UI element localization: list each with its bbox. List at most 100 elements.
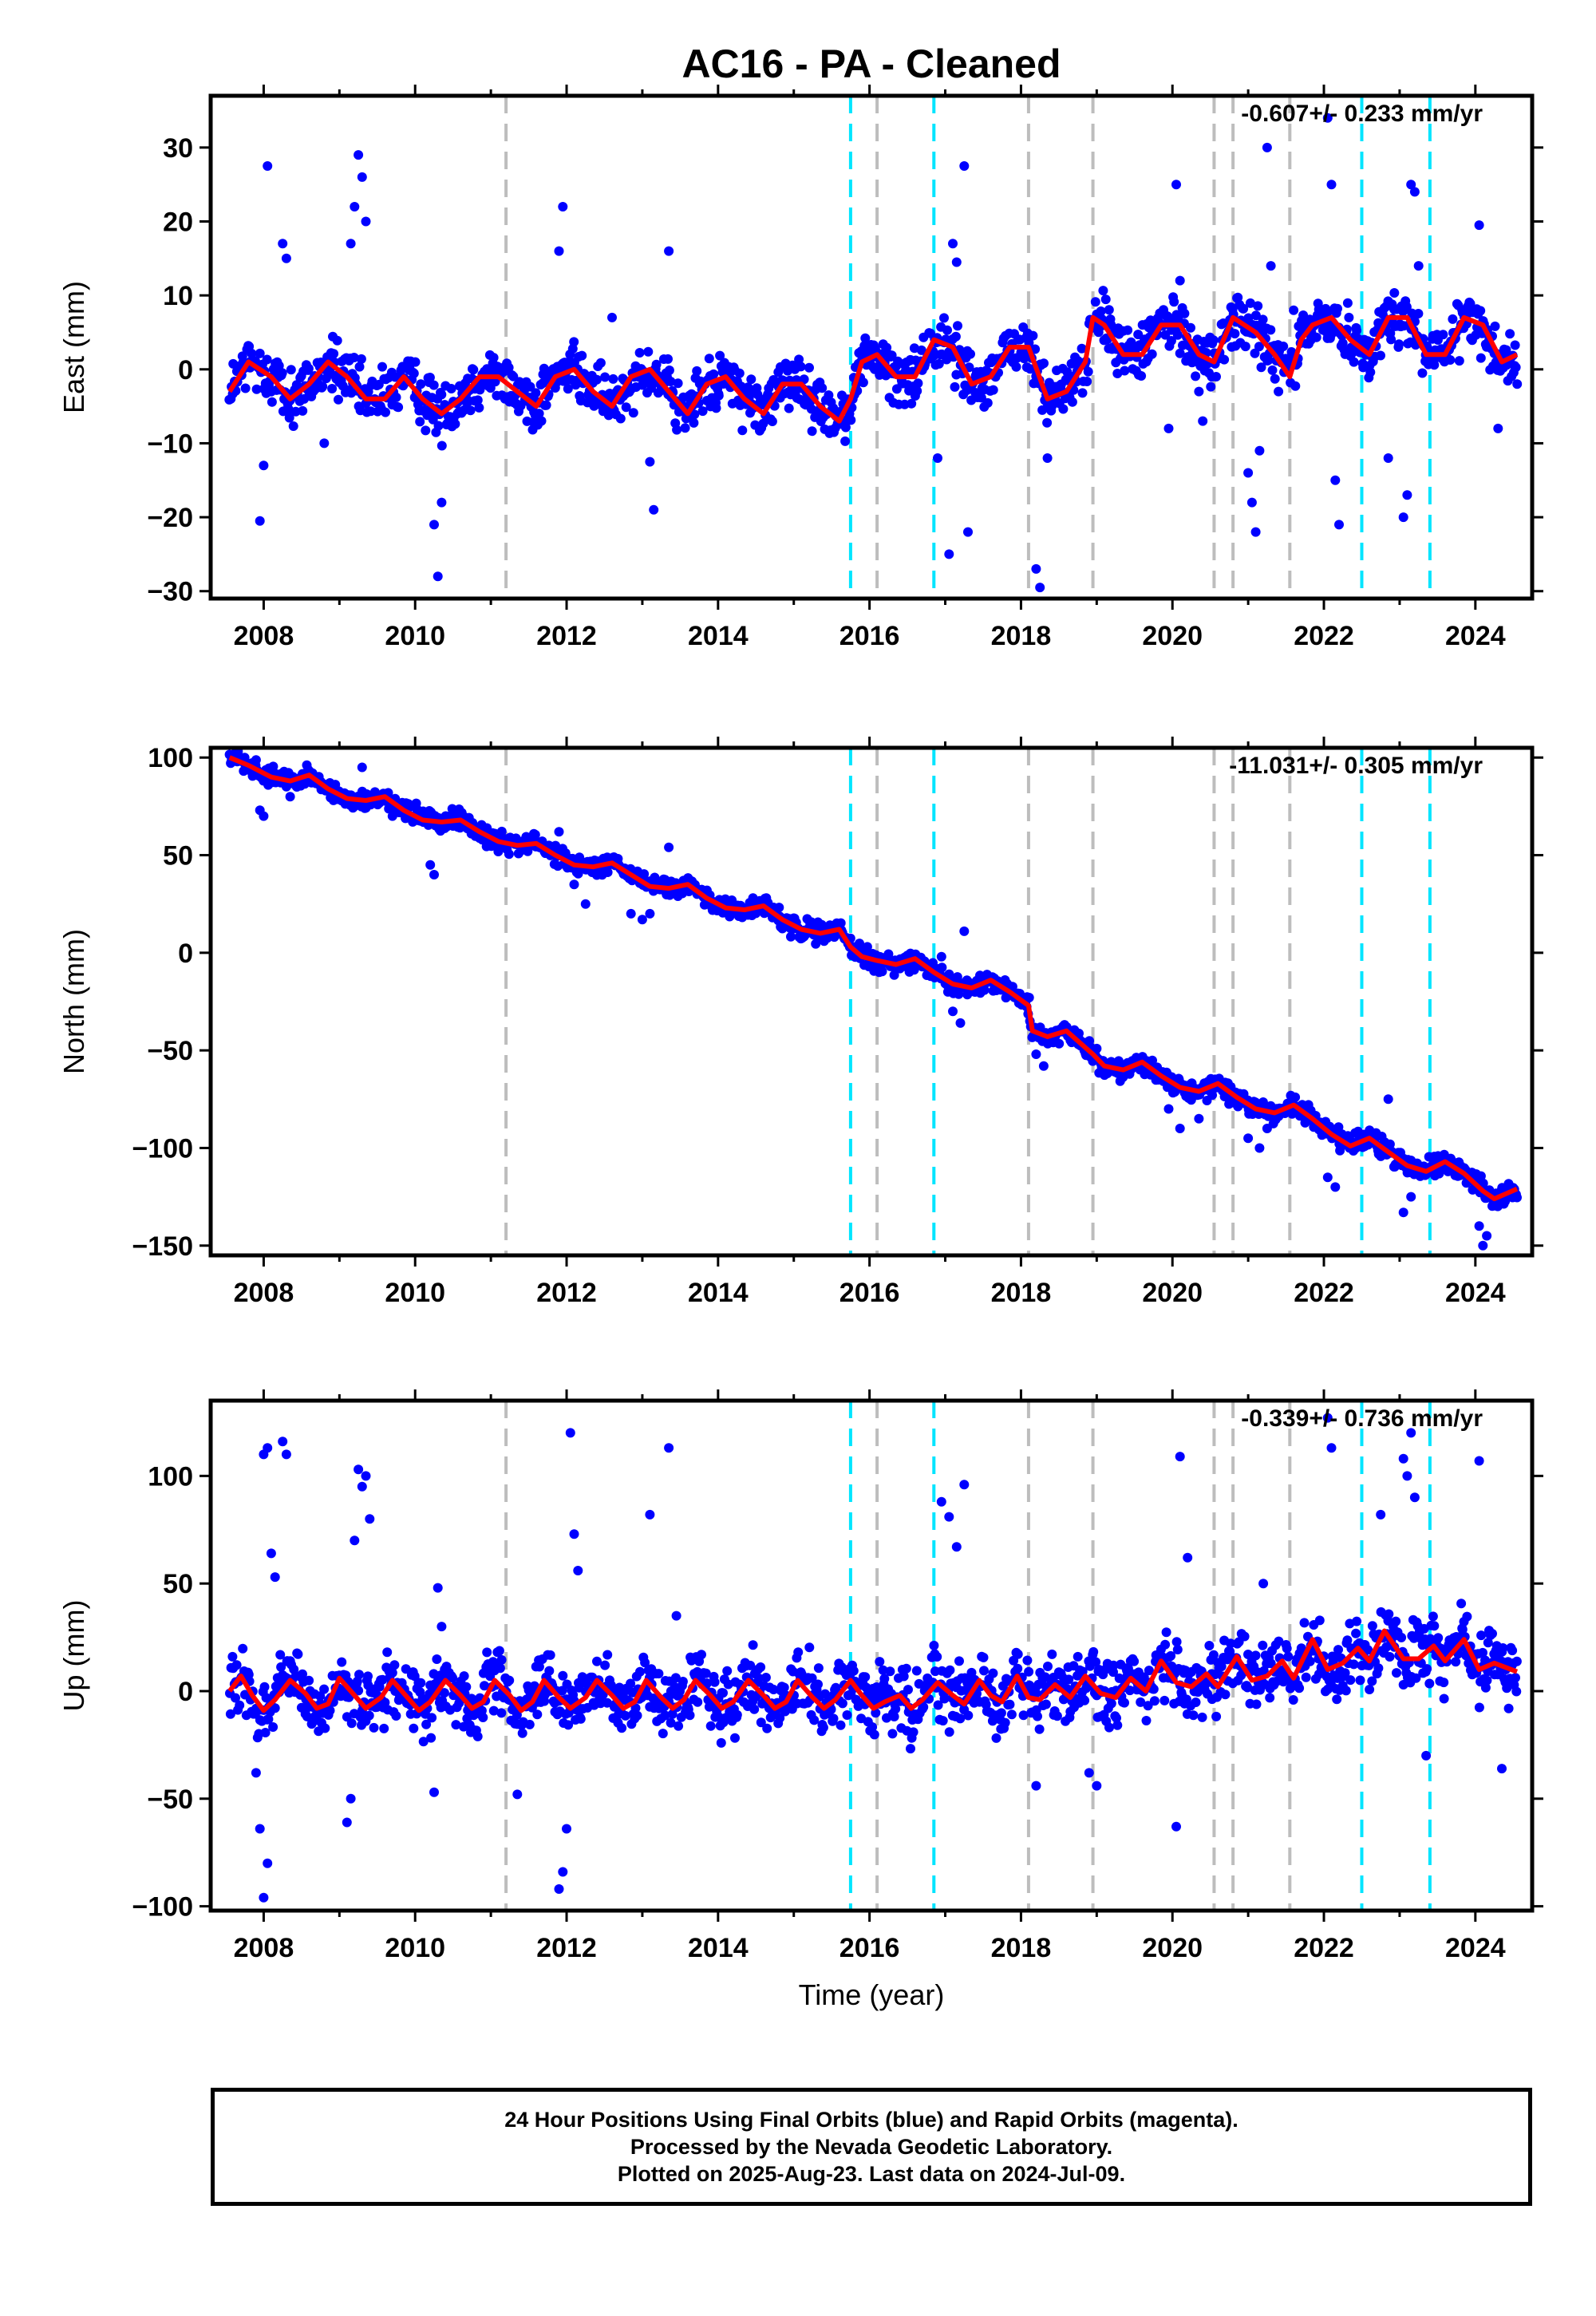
- data-point: [354, 150, 364, 160]
- data-point: [748, 1640, 758, 1650]
- data-point: [862, 942, 872, 952]
- data-point: [1497, 1764, 1507, 1774]
- data-point: [1439, 1694, 1449, 1704]
- data-point: [813, 1679, 823, 1690]
- data-point: [1160, 1639, 1171, 1650]
- data-point: [1243, 1650, 1253, 1659]
- data-point: [591, 374, 602, 385]
- data-point: [1242, 1682, 1253, 1693]
- data-point: [1141, 1716, 1152, 1725]
- data-point: [1456, 1599, 1467, 1609]
- data-point: [1342, 298, 1353, 308]
- data-point: [1042, 453, 1053, 463]
- data-point: [929, 1640, 939, 1650]
- data-point: [953, 321, 962, 331]
- data-point: [1243, 1133, 1254, 1144]
- data-point: [1188, 1710, 1199, 1721]
- data-point: [1409, 1492, 1420, 1503]
- data-point: [697, 406, 708, 417]
- data-point: [1169, 297, 1179, 307]
- data-point: [1507, 1646, 1518, 1656]
- y-tick-label: 30: [163, 133, 193, 164]
- data-point: [1186, 322, 1195, 333]
- data-point: [251, 384, 262, 394]
- data-point: [1088, 1646, 1099, 1657]
- data-point: [1322, 1413, 1333, 1423]
- data-point: [259, 811, 269, 821]
- data-point: [401, 1664, 411, 1674]
- data-point: [573, 1566, 583, 1575]
- data-point: [418, 1737, 429, 1747]
- data-point: [645, 1509, 655, 1520]
- panel-east: 2008 2010 2012 2014 2016 2018 2020 2022 2024−30−…: [57, 85, 1543, 651]
- data-point: [607, 312, 617, 322]
- data-point: [524, 1719, 535, 1729]
- data-point: [437, 389, 447, 400]
- data-point: [1006, 1709, 1017, 1720]
- data-point: [1373, 1663, 1384, 1674]
- data-point: [951, 257, 962, 267]
- data-point: [391, 1711, 401, 1721]
- data-point: [1104, 305, 1114, 315]
- data-point: [786, 931, 796, 942]
- x-tick-label: 2010: [385, 621, 445, 651]
- data-point: [437, 441, 447, 451]
- data-point: [354, 1686, 364, 1696]
- data-point: [255, 348, 265, 358]
- data-point: [1256, 362, 1266, 373]
- data-point: [437, 1622, 447, 1632]
- data-point: [1266, 261, 1276, 271]
- data-point: [286, 365, 296, 375]
- data-point: [1389, 288, 1400, 298]
- data-point: [938, 1716, 948, 1726]
- data-point: [936, 1496, 946, 1507]
- data-point: [649, 504, 659, 515]
- data-point: [446, 384, 456, 393]
- data-point: [664, 366, 674, 375]
- data-point: [329, 349, 339, 359]
- data-point: [775, 1713, 785, 1723]
- data-point: [858, 377, 868, 388]
- data-point: [767, 417, 777, 426]
- data-point: [1161, 1627, 1171, 1638]
- data-point: [891, 1704, 901, 1714]
- x-tick-label: 2014: [688, 1278, 749, 1308]
- data-point: [768, 1685, 779, 1694]
- data-point: [1289, 305, 1299, 315]
- data-point: [730, 1733, 740, 1743]
- data-point: [361, 216, 371, 227]
- data-point: [1104, 1722, 1114, 1733]
- data-point: [263, 161, 273, 171]
- data-point: [718, 1688, 728, 1698]
- data-point: [936, 951, 946, 962]
- data-point: [626, 908, 636, 919]
- data-point: [1194, 386, 1204, 397]
- data-point: [1258, 314, 1268, 325]
- data-point: [1191, 1697, 1201, 1707]
- data-point: [1406, 1192, 1416, 1202]
- data-point: [1211, 1711, 1222, 1721]
- data-point: [488, 1705, 499, 1716]
- data-point: [912, 385, 922, 396]
- y-tick-label: 100: [148, 1461, 193, 1492]
- data-point: [836, 1720, 846, 1730]
- data-point: [1322, 1172, 1333, 1183]
- data-point: [247, 348, 257, 358]
- data-point: [448, 1673, 457, 1683]
- data-point: [288, 421, 298, 431]
- data-point: [1270, 373, 1280, 384]
- data-point: [779, 1682, 789, 1693]
- data-point: [1054, 1038, 1065, 1049]
- data-point: [262, 354, 272, 365]
- y-tick-label: −50: [147, 1784, 193, 1815]
- data-point: [1474, 1456, 1484, 1466]
- data-point: [263, 1714, 274, 1725]
- data-point: [1239, 1631, 1250, 1642]
- data-point: [672, 425, 682, 435]
- data-point: [480, 1681, 489, 1691]
- data-point: [804, 1642, 815, 1653]
- data-point: [478, 1713, 488, 1722]
- data-point: [1243, 468, 1254, 478]
- data-point: [536, 416, 547, 426]
- data-point: [678, 1677, 688, 1686]
